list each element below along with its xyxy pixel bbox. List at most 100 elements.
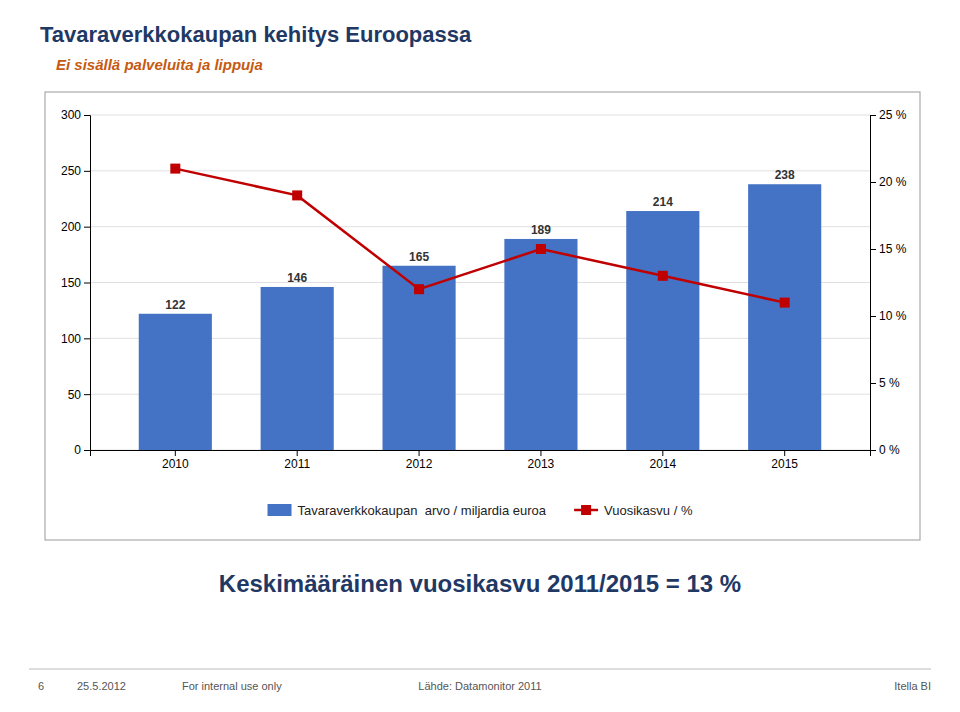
y2-tick-label: 5 %	[879, 376, 900, 390]
data-label: 214	[653, 195, 673, 209]
y-tick: 50	[68, 388, 90, 402]
y2-tick: 15 %	[870, 242, 907, 256]
y2-tick: 20 %	[870, 175, 907, 189]
y2-tick-label: 15 %	[879, 242, 907, 256]
marker	[536, 244, 546, 254]
y2-tick-label: 25 %	[879, 108, 907, 122]
grid-line	[90, 115, 870, 116]
marker	[292, 190, 302, 200]
line	[175, 169, 784, 303]
marker	[414, 284, 424, 294]
bar	[383, 266, 456, 450]
title: Tavaraverkkokaupan kehitys Euroopassa	[40, 22, 472, 47]
x-tick: 2011	[284, 450, 310, 471]
legend-swatch	[268, 504, 292, 516]
plot: 0 50 100 150 200 250 300 0 % 5 % 10 % 15 % 20 % 25 %…	[61, 108, 907, 470]
y2-tick-label: 10 %	[879, 309, 907, 323]
chart-border	[45, 92, 920, 540]
footer-text: Lähde: Datamonitor 2011	[418, 680, 541, 692]
y2-tick: 25 %	[870, 108, 907, 122]
chart: Tavaraverkkokaupan kehitys Euroopassa Ei …	[0, 0, 960, 712]
y-tick-label: 300	[61, 108, 81, 122]
y2-tick: 10 %	[870, 309, 907, 323]
y-tick-label: 50	[68, 388, 82, 402]
bar	[139, 314, 212, 450]
y2-tick: 0 %	[870, 443, 900, 457]
marker	[658, 271, 668, 281]
bar	[626, 211, 699, 450]
y2-axis: 0 % 5 % 10 % 15 % 20 % 25 %	[870, 108, 907, 457]
data-label: 189	[531, 223, 551, 237]
axis-domain	[871, 116, 877, 451]
tick-mark	[870, 383, 876, 384]
tick-mark	[84, 394, 90, 395]
legend-marker	[581, 505, 591, 515]
x-tick-label: 2014	[649, 457, 676, 471]
legend: Tavaraverkkokaupan arvo / miljardia euro…	[268, 503, 693, 518]
tick-mark	[662, 450, 663, 456]
tick-mark	[84, 450, 90, 451]
tick-mark	[540, 450, 541, 456]
tick-mark	[870, 115, 876, 116]
tick-mark	[784, 450, 785, 456]
grid	[90, 115, 870, 450]
tick-mark	[84, 338, 90, 339]
marker	[780, 298, 790, 308]
data-label: 238	[775, 168, 795, 182]
x-tick: 2013	[528, 450, 555, 471]
x-tick-label: 2013	[528, 457, 555, 471]
y-tick-label: 250	[61, 164, 81, 178]
annotation: Keskimääräinen vuosikasvu 2011/2015 = 13…	[219, 570, 741, 597]
grid-line	[90, 170, 870, 171]
y-tick-label: 150	[61, 276, 81, 290]
footer-separator	[29, 669, 931, 670]
data-label: 122	[165, 298, 185, 312]
y-tick: 150	[61, 276, 90, 290]
y-tick: 200	[61, 220, 90, 234]
footer-text: 25.5.2012	[77, 680, 126, 692]
axis-domain	[84, 116, 91, 451]
tick-mark	[84, 115, 90, 116]
y-tick-label: 0	[74, 443, 81, 457]
marks	[139, 164, 822, 450]
x-tick: 2014	[649, 450, 676, 471]
y-tick-label: 200	[61, 220, 81, 234]
x-tick-label: 2015	[771, 457, 798, 471]
bar	[261, 287, 334, 450]
legend-label: Vuosikasvu / %	[604, 503, 693, 518]
y2-tick-label: 0 %	[879, 443, 900, 457]
x-tick-label: 2010	[162, 457, 189, 471]
tick-mark	[870, 182, 876, 183]
footer-text: Itella BI	[894, 680, 931, 692]
legend-label: Tavaraverkkokaupan arvo / miljardia euro…	[298, 503, 547, 518]
y-axis: 0 50 100 150 200 250 300	[61, 108, 91, 457]
tick-mark	[297, 450, 298, 456]
footer-text: For internal use only	[182, 680, 282, 692]
x-tick: 2010	[162, 450, 189, 471]
x-tick: 2015	[771, 450, 798, 471]
y-tick-label: 100	[61, 332, 81, 346]
tick-mark	[870, 316, 876, 317]
bar	[504, 239, 577, 450]
x-tick: 2012	[406, 450, 433, 471]
legend-item: Vuosikasvu / %	[574, 503, 693, 518]
tick-mark	[84, 171, 90, 172]
data-labels: 122146165189214238	[165, 168, 795, 312]
y-tick: 0	[74, 443, 90, 457]
y2-tick-label: 20 %	[879, 175, 907, 189]
tick-mark	[84, 283, 90, 284]
tick-mark	[419, 450, 420, 456]
x-tick-label: 2011	[284, 457, 310, 471]
y2-tick: 5 %	[870, 376, 900, 390]
marker	[170, 164, 180, 174]
tick-mark	[175, 450, 176, 456]
y-tick: 300	[61, 108, 90, 122]
y-tick: 250	[61, 164, 90, 178]
subtitle: Ei sisällä palveluita ja lippuja	[56, 56, 263, 73]
y-tick: 100	[61, 332, 90, 346]
bar	[748, 184, 821, 450]
x-tick-label: 2012	[406, 457, 433, 471]
axis-domain	[91, 451, 871, 457]
footer-text: 6	[38, 680, 44, 692]
tick-mark	[870, 249, 876, 250]
